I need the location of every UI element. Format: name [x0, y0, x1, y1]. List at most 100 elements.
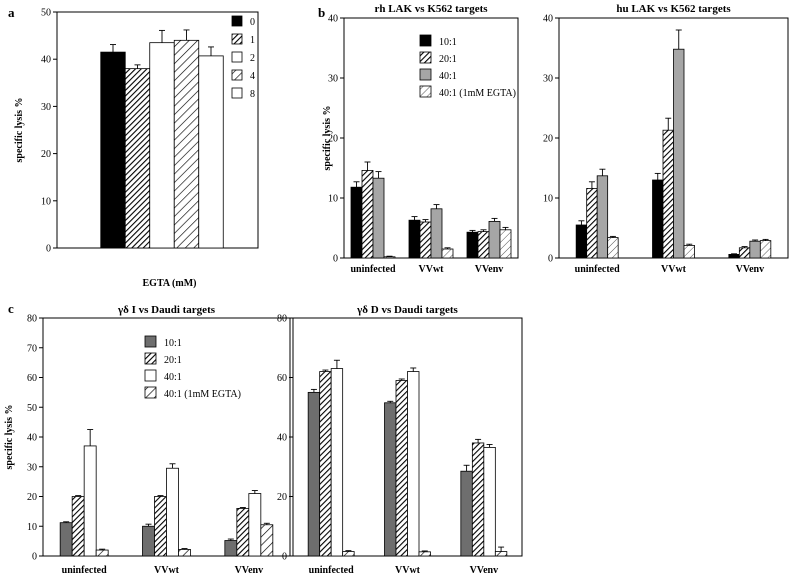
category-label: VVwt [661, 264, 687, 275]
category-label: uninfected [351, 264, 396, 275]
legend: 10:1 20:1 40:1 40:1 (1mM EGTA) [144, 335, 241, 400]
bar [224, 540, 238, 557]
bar [166, 467, 179, 557]
bar [372, 177, 385, 259]
category-label: VVwt [419, 264, 445, 275]
category-label: VVenv [470, 565, 499, 576]
category-label: VVwt [154, 565, 180, 576]
legend-swatch [231, 33, 243, 45]
legend: 10:1 20:1 40:1 40:1 (1mM EGTA) [419, 34, 516, 99]
bar [342, 551, 355, 557]
bar [100, 51, 126, 249]
bar [494, 551, 508, 557]
bar [749, 240, 761, 259]
chart-a: 0 10 20 30 40 50 specific lysis % EGTA (mM) 0 1 2 4… [14, 8, 259, 289]
y-tick-label: 60 [277, 373, 287, 384]
y-tick-label: 80 [27, 314, 37, 325]
category-label: VVenv [235, 565, 264, 576]
bar [178, 549, 191, 557]
legend: 0 1 2 4 8 [231, 15, 255, 100]
legend-label: 1 [250, 35, 255, 46]
legend-label: 10:1 [439, 37, 457, 48]
y-tick-label: 30 [328, 74, 338, 85]
legend-label: 20:1 [439, 54, 457, 65]
bar [59, 522, 73, 557]
chart-b-rh: 0 10 20 30 40 rh LAK vs K562 targets specific … [322, 3, 519, 275]
bar [441, 248, 454, 259]
y-tick-label: 20 [328, 134, 338, 145]
y-tick-label: 40 [41, 55, 51, 66]
legend-label: 40:1 (1mM EGTA) [164, 389, 241, 400]
bar [198, 55, 224, 249]
chart-title: rh LAK vs K562 targets [374, 3, 488, 15]
chart-c-i: 0 10 20 30 40 50 60 70 80 γδ I vs Daudi targets sp… [4, 304, 291, 576]
bar [149, 42, 175, 249]
panel-label-a: a [8, 5, 15, 20]
legend-swatch [144, 369, 157, 382]
category-label: VVenv [736, 264, 765, 275]
bar [466, 231, 479, 259]
bar [236, 507, 250, 557]
bar [319, 371, 332, 557]
category-label: uninfected [62, 565, 107, 576]
y-tick-label: 10 [543, 194, 553, 205]
bar [673, 48, 685, 259]
legend-swatch [231, 15, 243, 27]
legend-label: 40:1 [439, 71, 457, 82]
bar [395, 380, 408, 557]
y-tick-label: 50 [41, 8, 51, 19]
y-tick-label: 20 [277, 492, 287, 503]
y-tick-label: 40 [27, 433, 37, 444]
legend-swatch [144, 352, 157, 365]
legend-label: 2 [250, 53, 255, 64]
bar [95, 549, 109, 557]
bar [384, 402, 397, 557]
chart-title: hu LAK vs K562 targets [616, 3, 731, 15]
y-tick-label: 40 [328, 14, 338, 25]
bar [488, 220, 501, 259]
bar [728, 253, 740, 259]
y-tick-label: 0 [333, 254, 338, 265]
legend-swatch [231, 69, 243, 81]
bar [652, 179, 664, 259]
legend-label: 40:1 [164, 372, 182, 383]
legend-swatch [231, 51, 243, 63]
legend-swatch [419, 51, 432, 64]
y-tick-label: 30 [41, 102, 51, 113]
bar [662, 129, 674, 259]
chart-b-hu: 0 10 20 30 40 hu LAK vs K562 targets uninfecte… [543, 3, 789, 275]
legend-label: 20:1 [164, 355, 182, 366]
bar [260, 524, 274, 557]
y-axis-label: specific lysis % [14, 98, 25, 163]
bar [407, 371, 420, 557]
y-tick-label: 0 [32, 552, 37, 563]
bar [361, 169, 374, 259]
y-axis-label: specific lysis % [322, 106, 333, 171]
legend-label: 40:1 (1mM EGTA) [439, 88, 516, 99]
bar [307, 391, 321, 557]
bar [173, 39, 200, 249]
bar [471, 442, 485, 557]
y-tick-label: 0 [548, 254, 553, 265]
legend-swatch [231, 87, 243, 99]
legend-swatch [419, 68, 432, 81]
chart-title: γδ I vs Daudi targets [117, 304, 216, 316]
y-tick-label: 60 [27, 373, 37, 384]
y-tick-label: 20 [27, 492, 37, 503]
bar [350, 186, 363, 259]
bar [124, 68, 151, 249]
legend-swatch [419, 34, 432, 47]
panel-label-b: b [318, 5, 325, 20]
bar [430, 208, 443, 259]
legend-label: 0 [250, 17, 255, 28]
category-label: uninfected [309, 565, 354, 576]
y-tick-label: 70 [27, 343, 37, 354]
bar [83, 445, 97, 557]
legend-label: 4 [250, 71, 255, 82]
panel-label-c: c [8, 301, 14, 316]
bar [499, 229, 512, 259]
category-label: VVwt [395, 565, 421, 576]
legend-swatch [419, 85, 432, 98]
legend-swatch [144, 386, 157, 399]
chart-c-d: 0 20 40 60 80 γδ D vs Daudi targets uninfected… [277, 304, 523, 576]
